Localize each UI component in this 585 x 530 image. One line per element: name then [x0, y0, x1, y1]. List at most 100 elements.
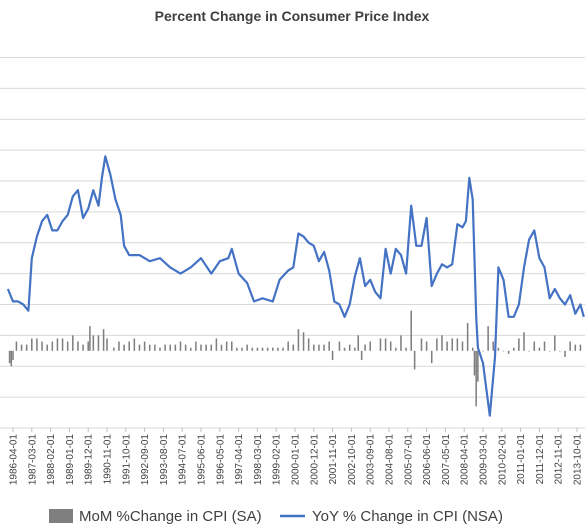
legend: MoM %Change in CPI (SA) YoY % Change in … — [49, 508, 503, 525]
mom-bar — [482, 350, 484, 352]
mom-bar — [425, 341, 428, 351]
mom-bar — [200, 344, 202, 351]
mom-bar — [502, 350, 505, 352]
mom-bar — [66, 341, 69, 351]
mom-bar — [569, 341, 571, 351]
mom-bar — [143, 341, 146, 351]
mom-bar — [159, 347, 161, 351]
mom-bar — [497, 347, 500, 351]
x-tick-label: 2004-08-01 — [385, 434, 396, 486]
x-tick-label: 1989-12-01 — [84, 434, 95, 486]
mom-bar — [538, 347, 541, 351]
mom-bar — [138, 344, 141, 351]
mom-bar — [302, 332, 305, 351]
mom-bar — [123, 344, 125, 351]
mom-bar — [564, 350, 566, 357]
mom-bar — [446, 341, 448, 351]
mom-bar — [318, 344, 320, 351]
legend-bar-swatch — [49, 509, 73, 523]
mom-bar — [169, 344, 172, 351]
mom-bar — [456, 338, 459, 351]
x-tick-label: 1993-08-01 — [159, 434, 170, 486]
mom-bar — [338, 341, 341, 351]
mom-bar — [56, 338, 59, 351]
x-tick-label: 2001-11-01 — [328, 434, 339, 485]
x-tick-label: 1996-05-01 — [215, 434, 226, 486]
mom-bar — [287, 341, 289, 351]
mom-bar — [31, 338, 33, 351]
mom-bar — [357, 335, 360, 351]
mom-bar — [471, 347, 474, 351]
mom-bar — [379, 338, 382, 351]
mom-bar — [533, 341, 536, 351]
x-tick-label: 1992-09-01 — [140, 434, 151, 486]
mom-bar — [106, 338, 108, 351]
mom-bar — [559, 350, 561, 352]
mom-bar — [179, 341, 182, 351]
x-tick-label: 2005-07-01 — [403, 434, 414, 486]
mom-bar — [473, 350, 476, 376]
mom-bar — [174, 344, 177, 351]
mom-bar — [15, 341, 18, 351]
mom-bar — [395, 347, 397, 351]
chart-title: Percent Change in Consumer Price Index — [155, 8, 430, 24]
legend-line-label: YoY % Change in CPI (NSA) — [312, 508, 503, 525]
mom-bar — [323, 344, 325, 351]
x-tick-label: 1987-03-01 — [27, 434, 38, 486]
mom-bar — [420, 338, 423, 351]
mom-bar — [10, 350, 13, 367]
x-tick-label: 1998-03-01 — [253, 434, 264, 486]
mom-bar — [307, 338, 310, 351]
mom-bar — [523, 332, 525, 351]
x-tick-label: 1994-07-01 — [178, 434, 189, 486]
mom-bar — [405, 347, 407, 351]
x-tick-label: 1991-10-01 — [121, 434, 132, 486]
mom-bars — [8, 310, 582, 407]
mom-bar — [82, 344, 84, 351]
mom-bar — [154, 344, 156, 351]
mom-bar — [441, 335, 443, 351]
mom-bar — [313, 344, 315, 351]
mom-bar — [148, 344, 151, 351]
mom-bar — [184, 344, 187, 351]
mom-bar — [225, 341, 228, 351]
x-tick-label: 2006-06-01 — [422, 434, 433, 486]
mom-bar — [451, 338, 454, 351]
x-tick-label: 2000-01-01 — [291, 434, 302, 486]
mom-bar — [113, 347, 115, 351]
x-axis-ticks: 1986-04-01 1987-03-01 1988-02-01 1989-01-01… — [9, 428, 584, 485]
mom-bar — [195, 341, 197, 351]
mom-bar — [579, 344, 582, 351]
mom-bar — [61, 338, 64, 351]
mom-bar — [251, 347, 254, 351]
mom-bar — [410, 310, 412, 351]
mom-bar — [241, 347, 243, 351]
mom-bar — [97, 335, 100, 351]
mom-bar — [384, 338, 387, 351]
mom-bar — [492, 341, 495, 351]
mom-bar — [266, 347, 269, 351]
mom-bar — [354, 347, 356, 351]
x-tick-label: 1997-04-01 — [234, 434, 245, 486]
mom-bar — [51, 341, 54, 351]
x-tick-label: 2003-09-01 — [366, 434, 377, 486]
mom-bar — [220, 344, 223, 351]
mom-bar — [297, 329, 300, 351]
mom-bar — [554, 335, 556, 351]
mom-bar — [343, 347, 346, 351]
mom-bar — [400, 335, 402, 351]
mom-bar — [477, 350, 479, 382]
x-tick-label: 1986-04-01 — [9, 434, 20, 486]
mom-bar — [328, 341, 330, 351]
mom-bar — [46, 344, 48, 351]
mom-bar — [92, 335, 95, 351]
x-tick-label: 2009-03-01 — [479, 434, 490, 486]
mom-bar — [25, 344, 28, 351]
mom-bar — [230, 341, 233, 351]
mom-bar — [215, 338, 218, 351]
x-tick-label: 2010-02-01 — [497, 434, 508, 486]
mom-bar — [164, 344, 166, 351]
mom-bar — [512, 347, 515, 351]
mom-bar — [72, 335, 74, 351]
